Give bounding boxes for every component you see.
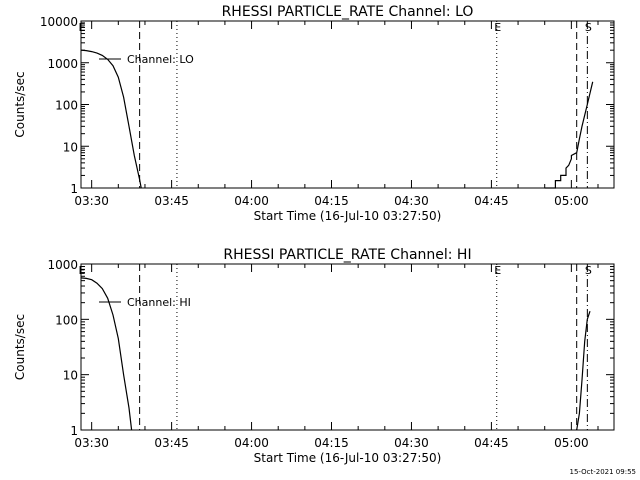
chart-title: RHESSI PARTICLE_RATE Channel: HI — [223, 247, 471, 263]
y-tick-label: 1 — [70, 182, 78, 196]
y-axis-label: Counts/sec — [13, 314, 27, 380]
event-marker-label: E — [494, 21, 501, 34]
y-tick-label: 10 — [63, 140, 78, 154]
x-tick-label: 04:30 — [394, 436, 429, 450]
x-tick-label: 04:45 — [474, 436, 509, 450]
legend-label: Channel: LO — [127, 53, 194, 66]
y-tick-label: 100 — [55, 313, 78, 327]
x-axis-label: Start Time (16-Jul-10 03:27:50) — [254, 451, 442, 465]
x-tick-label: 04:45 — [474, 194, 509, 208]
x-tick-label: 04:00 — [234, 436, 269, 450]
x-tick-label: 03:30 — [74, 436, 109, 450]
x-tick-label: 03:45 — [154, 436, 189, 450]
x-tick-label: 03:30 — [74, 194, 109, 208]
chart-panel-2: RHESSI PARTICLE_RATE Channel: HI 03:30 03:… — [13, 247, 615, 465]
y-tick-label: 10000 — [40, 15, 78, 29]
data-series-line — [544, 81, 594, 189]
event-marker-label: E — [79, 21, 86, 34]
plot-frame — [80, 263, 615, 431]
x-tick-label: 04:15 — [314, 194, 349, 208]
plot-frame — [80, 20, 615, 189]
x-tick-label: 05:00 — [554, 436, 589, 450]
y-axis-label: Counts/sec — [13, 71, 27, 137]
x-tick-label: 04:30 — [394, 194, 429, 208]
event-marker-label: E — [79, 264, 86, 277]
y-tick-label: 100 — [55, 99, 78, 113]
y-tick-label: 1000 — [47, 258, 78, 272]
event-marker-label: S — [585, 264, 592, 277]
chart-panel-1: RHESSI PARTICLE_RATE Channel: LO 03:30 03:… — [13, 4, 615, 223]
x-axis-label: Start Time (16-Jul-10 03:27:50) — [254, 209, 442, 223]
data-series-line — [576, 311, 591, 431]
x-tick-label: 05:00 — [554, 194, 589, 208]
x-tick-label: 04:00 — [234, 194, 269, 208]
x-tick-label: 03:45 — [154, 194, 189, 208]
chart-title: RHESSI PARTICLE_RATE Channel: LO — [222, 4, 474, 20]
y-tick-label: 1000 — [47, 57, 78, 71]
event-marker-label: S — [585, 21, 592, 34]
timestamp-label: 15-Oct-2021 09:55 — [569, 468, 636, 476]
y-tick-label: 10 — [63, 369, 78, 383]
event-marker-label: E — [494, 264, 501, 277]
legend-label: Channel: HI — [127, 296, 191, 309]
y-tick-label: 1 — [70, 424, 78, 438]
data-series-line — [80, 277, 133, 431]
data-series-line — [80, 49, 142, 189]
x-tick-label: 04:15 — [314, 436, 349, 450]
